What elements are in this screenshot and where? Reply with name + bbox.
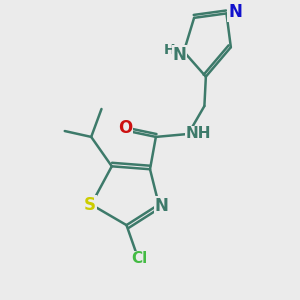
Text: H: H — [163, 43, 175, 57]
Text: O: O — [118, 119, 132, 137]
Text: Cl: Cl — [132, 251, 148, 266]
Text: NH: NH — [186, 127, 211, 142]
Text: N: N — [155, 197, 169, 215]
Text: N: N — [228, 3, 242, 21]
Text: S: S — [84, 196, 96, 214]
Text: N: N — [172, 46, 186, 64]
